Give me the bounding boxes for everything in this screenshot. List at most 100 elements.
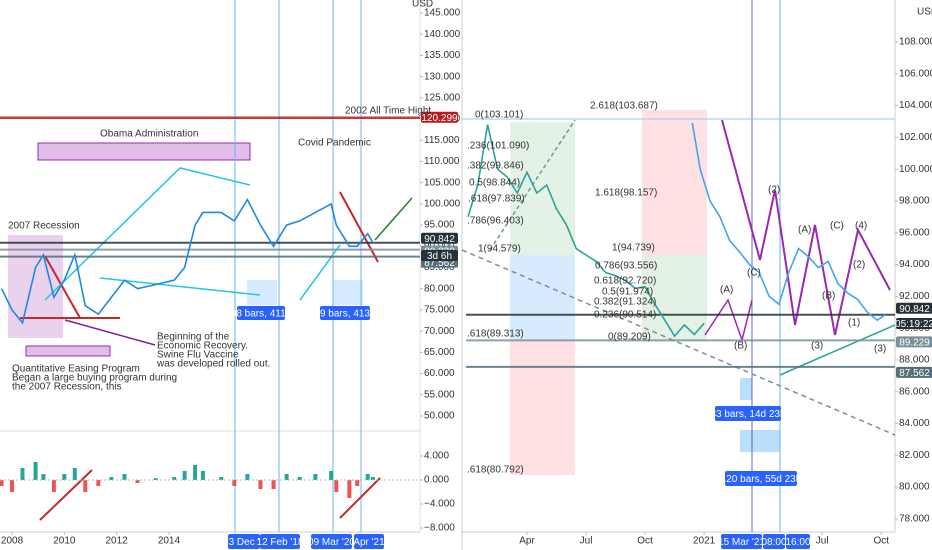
measure-zone: [333, 280, 363, 305]
wave-label: (2): [768, 185, 780, 196]
fib-zone: [510, 340, 575, 475]
y-tick-label: 115.000: [424, 135, 460, 146]
osc-bar: [271, 479, 276, 489]
y-tick-label: 102.000: [899, 132, 932, 143]
label-pill: 87.562: [896, 366, 932, 379]
fib-label: 0.382(91.324): [594, 297, 656, 308]
fib-zone: [642, 255, 707, 340]
fib-label: .618(89.313): [467, 329, 524, 340]
pill-text: 87.562: [899, 368, 930, 379]
wave-label: (3): [811, 341, 823, 352]
pill-bg: [421, 111, 458, 123]
fib-zone: [642, 110, 707, 255]
y-tick-label: 125.000: [424, 92, 461, 103]
annotation: was developed rolled out.: [156, 359, 270, 370]
wave-label: (B): [734, 341, 747, 352]
wave-label: (2): [853, 260, 865, 271]
y-tick-label: −8.000: [424, 523, 455, 534]
y-tick-label: 65.000: [424, 347, 455, 358]
wave-label: (4): [855, 221, 867, 232]
pill-text: 23 Dec '1: [223, 537, 265, 548]
y-tick-label: 105.000: [424, 177, 461, 188]
osc-bar: [41, 473, 46, 480]
x-tick-label: 2012: [106, 536, 129, 547]
osc-bar: [135, 479, 140, 483]
pill-text: 120 bars, 55d 23h: [721, 474, 802, 485]
annotation: Covid Pandemic: [298, 138, 371, 149]
obama-zone: [37, 142, 251, 161]
qe-zone: [25, 345, 111, 357]
fib-label: 0.236(90.514): [594, 310, 656, 321]
wave-label: (3): [874, 344, 886, 355]
price-line: [0, 197, 374, 325]
y-tick-label: 88.000: [899, 355, 930, 366]
pill-text: 3d 6h: [427, 251, 452, 262]
label-pill: 90.842: [896, 302, 932, 315]
pill-text: 120.299: [421, 113, 458, 124]
pill-text: 12 Feb '18: [257, 537, 304, 548]
y-tick-label: 55.000: [424, 389, 455, 400]
fib-label: .786(96.403): [467, 216, 524, 227]
y-tick-label: 140.000: [424, 29, 461, 40]
y-tick-label: 78.000: [899, 514, 930, 525]
y-tick-label: 135.000: [424, 50, 461, 61]
pill-text: 89.229: [899, 338, 930, 349]
pill-text: 15 Mar '21: [718, 537, 765, 548]
y-tick-label: 94.000: [899, 259, 930, 270]
osc-bar: [109, 476, 114, 480]
fib-label: 2.618(103.687): [590, 101, 658, 112]
label-pill: 99 bars, 413d: [314, 306, 376, 320]
pill-text: 08:00: [761, 537, 786, 548]
x-tick-label: 2008: [1, 536, 24, 547]
wave-label: (C): [830, 221, 844, 232]
price-line: [467, 124, 705, 338]
annotation: Economic Recovery.: [157, 341, 248, 352]
fib-label: 0.5(98.844): [469, 178, 520, 189]
wave-label: (A): [720, 285, 733, 296]
wave-label: (B): [822, 291, 835, 302]
x-tick-label: Jul: [580, 536, 593, 547]
osc-bar: [200, 470, 205, 480]
osc-bar: [62, 473, 67, 480]
osc-bar: [10, 479, 15, 492]
fib-label: 0.786(93.556): [595, 261, 657, 272]
osc-bar: [284, 473, 289, 480]
fib-label: 0(103.101): [475, 110, 523, 121]
pill-bg: [237, 306, 285, 320]
annotation: Beginning of the: [157, 332, 230, 343]
y-tick-label: 145.000: [424, 8, 461, 19]
label-pill: 89.229: [896, 336, 932, 349]
pill-bg: [763, 534, 785, 549]
pill-bg: [260, 534, 300, 549]
fib-label: .618(80.792): [467, 465, 524, 476]
pill-text: 87.562: [424, 258, 455, 269]
pill-bg: [721, 534, 762, 549]
time-lines: [234, 0, 895, 532]
pill-text: 98 bars, 411d: [231, 309, 291, 320]
x-tick-label: Apr: [519, 536, 535, 547]
annotation: the 2007 Recession, this: [12, 382, 122, 393]
pill-bg: [896, 318, 932, 329]
x-tick-label: Oct: [637, 536, 653, 547]
osc-bar: [347, 479, 352, 498]
osc-bar: [122, 473, 127, 480]
label-pill: 3d 6h: [421, 250, 458, 262]
pill-text: 16:00: [785, 537, 810, 548]
fib-label: 0.5(91.974): [602, 287, 653, 298]
measure-zone: [247, 280, 277, 305]
y-tick-label: 96.000: [899, 227, 930, 238]
fib-label: .236(101.090): [467, 141, 529, 152]
osc-bar: [355, 479, 360, 486]
osc-bar: [329, 470, 334, 480]
label-pill: 120 bars, 55d 23h: [721, 471, 802, 486]
pill-text: 90.842: [424, 234, 455, 245]
osc-bar: [96, 479, 101, 486]
y-tick-label: 50.000: [424, 411, 455, 422]
y-tick-label: 0.000: [424, 475, 449, 486]
y-tick-label: 86.000: [899, 386, 930, 397]
pill-text: 99 bars, 413d: [314, 309, 375, 320]
osc-bar: [297, 476, 302, 480]
pill-bg: [725, 471, 797, 486]
y-tick-label: 104.000: [899, 100, 932, 111]
